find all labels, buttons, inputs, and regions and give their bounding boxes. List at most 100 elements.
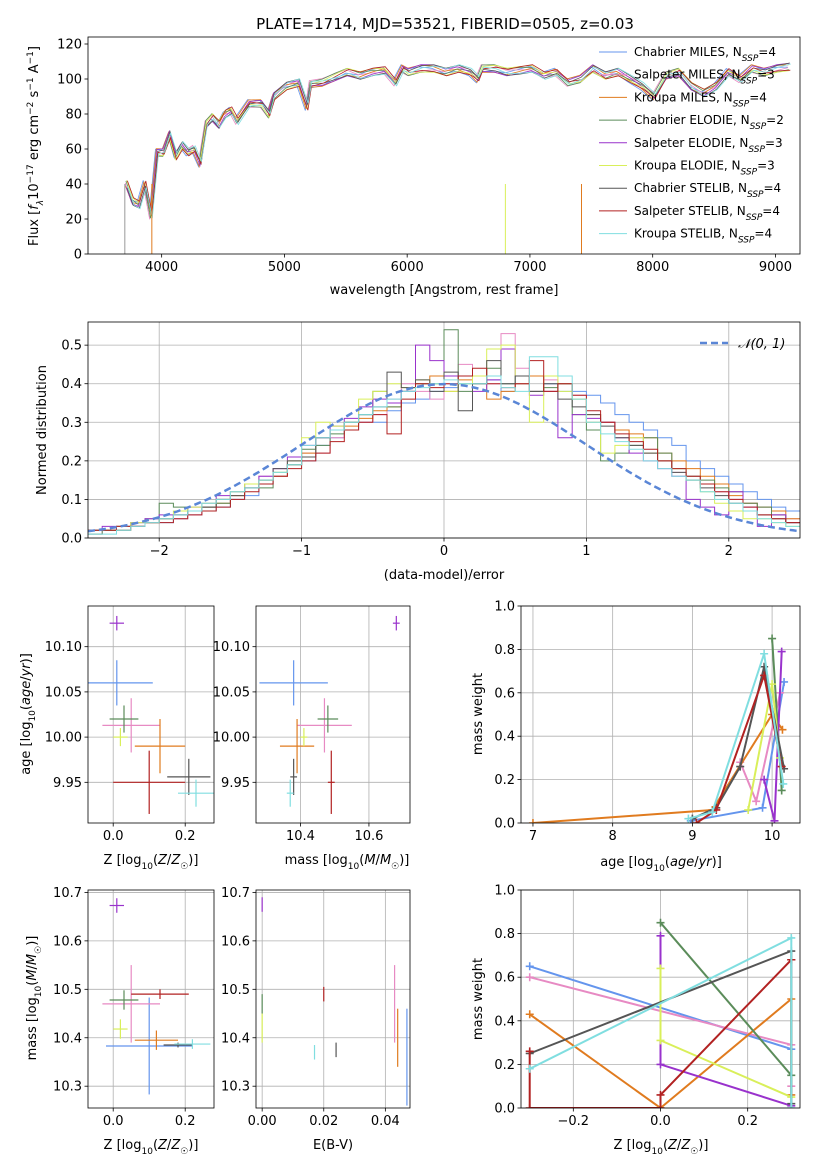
- x-tick-label: −2: [150, 544, 169, 559]
- plot-area: [88, 615, 214, 814]
- plot-area: [525, 918, 796, 1108]
- x-tick-label: 0.00: [248, 1114, 277, 1129]
- x-tick-label: 0.0: [103, 829, 124, 844]
- legend-label: Chabrier MILES, NSSP=4: [634, 45, 776, 64]
- x-axis-label: (data-model)/error: [384, 568, 505, 583]
- y-tick-label: 0.6: [494, 971, 515, 986]
- weight-marker: [656, 1036, 665, 1045]
- x-tick-label: 6000: [391, 260, 424, 275]
- weight-line: [659, 922, 793, 1076]
- spectrum-line: [125, 62, 790, 214]
- x-tick-label: 8000: [636, 260, 669, 275]
- mass-vs-ebv-panel: 0.00 0.02 0.04 10.3 10.4 10.5 10.6 10.7 E(B-V): [221, 886, 411, 1153]
- y-tick-label: 10.10: [213, 640, 250, 655]
- y-tick-label: 0.8: [494, 927, 515, 942]
- weight-line: [528, 959, 793, 1108]
- plot-area: [124, 62, 791, 254]
- weight-marker: [525, 962, 534, 971]
- legend-label: Kroupa STELIB, NSSP=4: [634, 227, 772, 246]
- y-tick-label: 80: [65, 108, 82, 123]
- weight-marker: [777, 647, 786, 656]
- spectrum-line: [127, 63, 791, 219]
- y-tick-label: 10.05: [45, 685, 82, 700]
- legend-label: Salpeter ELODIE, NSSP=3: [634, 136, 783, 155]
- weight-marker: [656, 1090, 665, 1099]
- plot-area: [102, 898, 211, 1095]
- y-tick-label: 10.7: [53, 886, 82, 901]
- weight-marker: [787, 1104, 796, 1108]
- weight-marker: [787, 933, 796, 942]
- y-axis-label: Flux [fλ10−17 erg cm−2 s−1 A−1]: [26, 46, 46, 246]
- x-tick-label: 0.04: [371, 1114, 400, 1129]
- axes-frame: [255, 889, 411, 1109]
- weight-marker: [656, 964, 665, 973]
- weight-marker: [525, 973, 534, 982]
- y-tick-label: 120: [57, 38, 82, 53]
- y-tick-label: 100: [57, 73, 82, 88]
- legend-label: Chabrier STELIB, NSSP=4: [634, 181, 781, 200]
- weight-marker: [525, 1047, 534, 1056]
- age-vs-mass-panel: 10.4 10.6 9.95 10.00 10.05 10.10 mass [log10(M…: [213, 605, 411, 872]
- weight-line: [688, 653, 785, 820]
- y-tick-label: 10.5: [53, 983, 82, 998]
- weight-marker: [778, 725, 787, 734]
- plot-area: [528, 634, 789, 823]
- x-axis-label: age [log10(age/yr)]: [600, 855, 722, 874]
- y-tick-label: 0.2: [494, 1058, 515, 1073]
- x-tick-label: 8: [609, 829, 617, 844]
- y-tick-label: 0.5: [61, 339, 82, 354]
- x-tick-label: 0.02: [309, 1114, 338, 1129]
- y-axis-label: mass weight: [471, 958, 486, 1040]
- x-tick-label: −1: [292, 544, 311, 559]
- weight-marker: [758, 803, 767, 812]
- y-tick-label: 40: [65, 178, 82, 193]
- x-tick-label: 9000: [759, 260, 792, 275]
- weight-marker: [779, 779, 788, 788]
- y-tick-label: 9.95: [53, 776, 82, 791]
- age-vs-z-panel: 0.0 0.2 9.95 10.00 10.05 10.10 Z [log10(Z/Z☉)]…: [19, 605, 215, 872]
- y-tick-label: 0.0: [494, 817, 515, 832]
- weight-marker: [736, 762, 745, 771]
- weight-marker: [777, 786, 786, 795]
- weight-marker: [752, 797, 761, 806]
- weight-marker: [760, 775, 769, 784]
- y-tick-label: 0.0: [61, 532, 82, 547]
- legend-label: 𝒩(0, 1): [738, 337, 785, 352]
- y-tick-label: 10.6: [53, 934, 82, 949]
- y-tick-label: 0.0: [494, 1102, 515, 1117]
- legend-label: Kroupa ELODIE, NSSP=3: [634, 159, 775, 178]
- axes-frame: [520, 605, 801, 824]
- weight-marker: [684, 814, 693, 823]
- y-tick-label: 10.05: [213, 685, 250, 700]
- x-tick-label: 0: [440, 544, 448, 559]
- y-tick-label: 0.6: [494, 686, 515, 701]
- y-tick-label: 0.4: [494, 730, 515, 745]
- y-tick-label: 0.4: [494, 1014, 515, 1029]
- axes-frame: [87, 36, 801, 255]
- weight-marker: [760, 649, 769, 658]
- x-axis-label: wavelength [Angstrom, rest frame]: [330, 283, 559, 298]
- weight-marker: [656, 931, 665, 940]
- legend-label: Salpeter MILES, NSSP=3: [634, 68, 775, 87]
- y-axis-label: age [log10(age/yr)]: [19, 653, 38, 775]
- x-tick-label: 1: [582, 544, 590, 559]
- weight-vs-age-panel: 7 8 9 10 0.0 0.2 0.4 0.6 0.8 1.0 age [log10(age/yr…: [471, 600, 801, 874]
- weight-marker: [525, 1010, 534, 1019]
- x-tick-label: 0.2: [175, 1114, 196, 1129]
- y-tick-label: 10.6: [221, 934, 250, 949]
- y-tick-label: 1.0: [494, 600, 515, 615]
- weight-line: [659, 968, 792, 1099]
- x-tick-label: 7000: [513, 260, 546, 275]
- y-tick-label: 10.4: [53, 1031, 82, 1046]
- axes-frame: [520, 889, 801, 1109]
- x-axis-label: mass [log10(M/M☉)]: [285, 853, 410, 872]
- spectrum-line: [126, 62, 790, 217]
- legend-label: Salpeter STELIB, NSSP=4: [634, 204, 780, 223]
- x-tick-label: 2: [725, 544, 733, 559]
- x-tick-label: 10: [764, 829, 781, 844]
- y-tick-label: 0.3: [61, 416, 82, 431]
- x-axis-label: E(B-V): [313, 1138, 353, 1153]
- axes-frame: [87, 321, 801, 539]
- spectrum-line: [124, 64, 788, 212]
- x-axis-label: Z [log10(Z/Z☉)]: [104, 1138, 199, 1157]
